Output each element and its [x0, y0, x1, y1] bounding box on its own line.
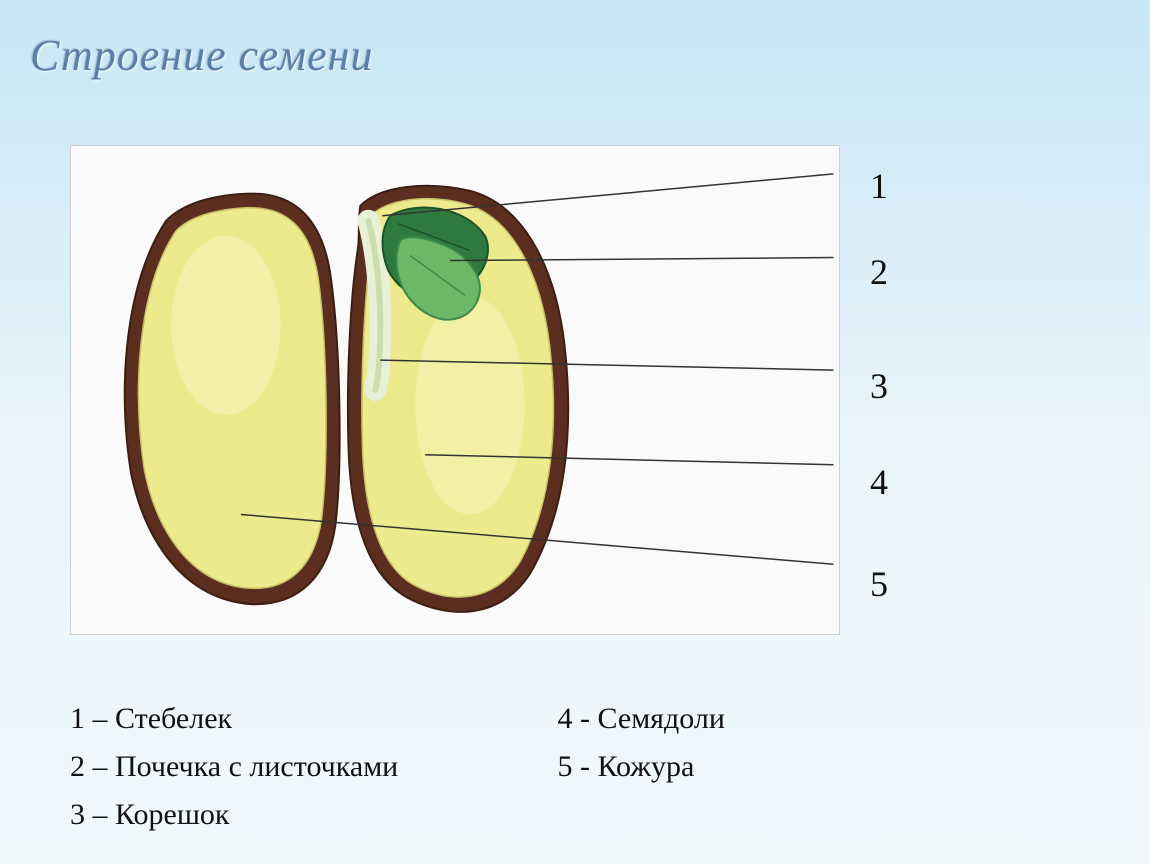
label-number-4: 4: [870, 461, 888, 503]
legend: 1 – Стебелек 2 – Почечка с листочками 3 …: [70, 695, 958, 839]
label-number-2: 2: [870, 251, 888, 293]
label-number-1: 1: [870, 165, 888, 207]
left-cotyledon: [125, 194, 340, 605]
legend-item-1: 1 – Стебелек: [70, 695, 550, 743]
legend-item-3: 3 – Корешок: [70, 791, 550, 839]
legend-item-5: 5 - Кожура: [558, 743, 958, 791]
label-number-3: 3: [870, 365, 888, 407]
page-title: Строение семени: [30, 30, 373, 81]
legend-item-2: 2 – Почечка с листочками: [70, 743, 550, 791]
legend-column-2: 4 - Семядоли 5 - Кожура: [558, 695, 958, 791]
legend-item-4: 4 - Семядоли: [558, 695, 958, 743]
embryo-stem: [368, 221, 380, 390]
legend-column-1: 1 – Стебелек 2 – Почечка с листочками 3 …: [70, 695, 550, 839]
seed-diagram: [70, 145, 840, 635]
seed-svg: [71, 146, 839, 634]
label-number-5: 5: [870, 563, 888, 605]
